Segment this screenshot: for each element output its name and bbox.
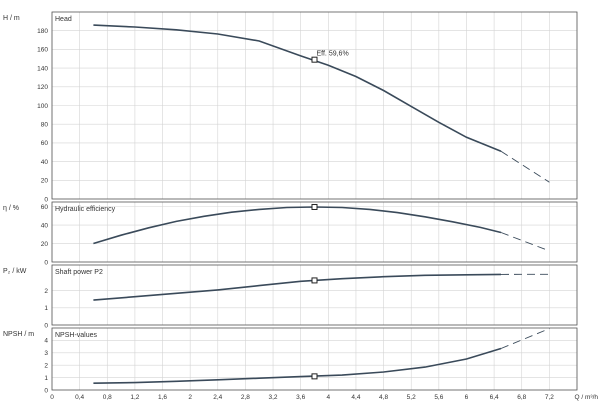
power-y-tick-label: 0: [44, 322, 48, 329]
npsh-curve: [93, 349, 501, 384]
head-y-tick-label: 140: [37, 65, 48, 72]
x-tick-label: 7,2: [545, 394, 554, 401]
x-tick-label: 6,8: [517, 394, 526, 401]
efficiency-y-tick-label: 0: [44, 259, 48, 266]
npsh-y-tick-label: 2: [44, 363, 48, 370]
head-curve-extension: [501, 151, 549, 182]
efficiency-y-tick-label: 40: [41, 222, 49, 229]
x-tick-label: 3,2: [269, 394, 278, 401]
head-y-tick-label: 100: [37, 103, 48, 110]
power-operating-point-marker: [312, 278, 317, 283]
head-efficiency-annotation: Eff. 59,6%: [317, 51, 349, 58]
x-tick-label: 0,8: [103, 394, 112, 401]
head-operating-point-marker: [312, 57, 317, 62]
npsh-y-tick-label: 1: [44, 375, 48, 382]
head-y-tick-label: 0: [44, 196, 48, 203]
efficiency-operating-point-marker: [312, 204, 317, 209]
x-tick-label: 2: [188, 394, 192, 401]
x-tick-label: 6,4: [490, 394, 499, 401]
x-tick-label: 4,8: [379, 394, 388, 401]
x-tick-label: 1,2: [130, 394, 139, 401]
x-tick-label: 5,2: [407, 394, 416, 401]
head-y-tick-label: 80: [41, 122, 49, 129]
head-y-axis-label: H / m: [3, 15, 20, 22]
npsh-y-tick-label: 3: [44, 350, 48, 357]
efficiency-panel-title: Hydraulic efficiency: [55, 206, 116, 213]
x-tick-label: 3,6: [296, 394, 305, 401]
npsh-curve-extension: [501, 329, 549, 349]
power-y-axis-label: P₂ / kW: [3, 268, 27, 275]
head-y-tick-label: 40: [41, 159, 49, 166]
x-tick-label: 0: [50, 394, 54, 401]
npsh-y-axis-label: NPSH / m: [3, 331, 34, 338]
power-y-tick-label: 1: [44, 305, 48, 312]
head-y-tick-label: 20: [41, 178, 49, 185]
efficiency-y-tick-label: 60: [41, 204, 49, 211]
head-y-tick-label: 60: [41, 140, 49, 147]
head-y-tick-label: 120: [37, 84, 48, 91]
power-y-tick-label: 2: [44, 288, 48, 295]
npsh-y-tick-label: 4: [44, 338, 48, 345]
efficiency-curve-extension: [501, 233, 549, 251]
npsh-panel-frame: [52, 328, 577, 390]
x-tick-label: 1,6: [158, 394, 167, 401]
efficiency-y-axis-label: η / %: [3, 205, 19, 212]
x-tick-label: 4,4: [351, 394, 360, 401]
efficiency-y-tick-label: 20: [41, 241, 49, 248]
power-panel-title: Shaft power P2: [55, 269, 103, 276]
x-tick-label: 6: [465, 394, 469, 401]
head-y-tick-label: 160: [37, 47, 48, 54]
head-panel-title: Head: [55, 16, 72, 23]
head-y-tick-label: 180: [37, 28, 48, 35]
head-curve: [93, 25, 501, 151]
npsh-panel-title: NPSH-values: [55, 332, 98, 339]
x-axis-label: Q / m³/h: [575, 394, 599, 401]
x-tick-label: 0,4: [75, 394, 84, 401]
x-tick-label: 2,4: [213, 394, 222, 401]
npsh-operating-point-marker: [312, 374, 317, 379]
npsh-y-tick-label: 0: [44, 387, 48, 394]
x-tick-label: 5,6: [434, 394, 443, 401]
x-tick-label: 2,8: [241, 394, 250, 401]
power-curve: [93, 274, 501, 300]
x-tick-label: 4: [327, 394, 331, 401]
